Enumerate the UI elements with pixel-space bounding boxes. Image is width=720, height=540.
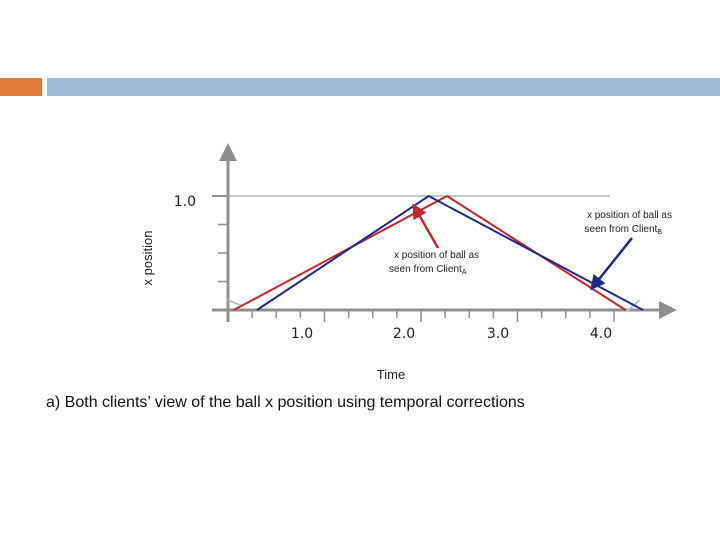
x-tick-label: 2.0 bbox=[393, 326, 415, 342]
x-tick-label: 1.0 bbox=[291, 326, 313, 342]
x-tick-label: 3.0 bbox=[487, 326, 509, 342]
y-axis-label: x position bbox=[140, 231, 155, 286]
end-mark bbox=[625, 299, 641, 313]
annotation-client-a-text: seen from Client bbox=[389, 264, 462, 275]
y-tick-label: 1.0 bbox=[174, 194, 196, 210]
annotation-client-a-line2: seen from ClientA bbox=[389, 264, 467, 276]
x-axis-label: Time bbox=[377, 367, 405, 382]
annotation-client-b-subscript: B bbox=[657, 229, 662, 236]
figure-caption: a) Both clients’ view of the ball x posi… bbox=[46, 394, 525, 411]
header-bar bbox=[47, 78, 720, 96]
client-a-arrow bbox=[412, 203, 440, 249]
accent-header-bar bbox=[0, 78, 42, 96]
annotation-client-b-line1: x position of ball as bbox=[587, 210, 672, 221]
annotation-client-b-text: seen from Client bbox=[585, 224, 658, 235]
annotation-client-a-subscript: A bbox=[462, 269, 467, 276]
x-tick-label: 4.0 bbox=[590, 326, 612, 342]
series-line bbox=[233, 194, 627, 311]
series-line bbox=[256, 194, 644, 311]
client-b-arrow bbox=[590, 237, 633, 291]
annotation-client-b-line2: seen from ClientB bbox=[585, 224, 663, 236]
end-mark bbox=[227, 299, 243, 307]
annotation-client-a-line1: x position of ball as bbox=[394, 250, 479, 261]
